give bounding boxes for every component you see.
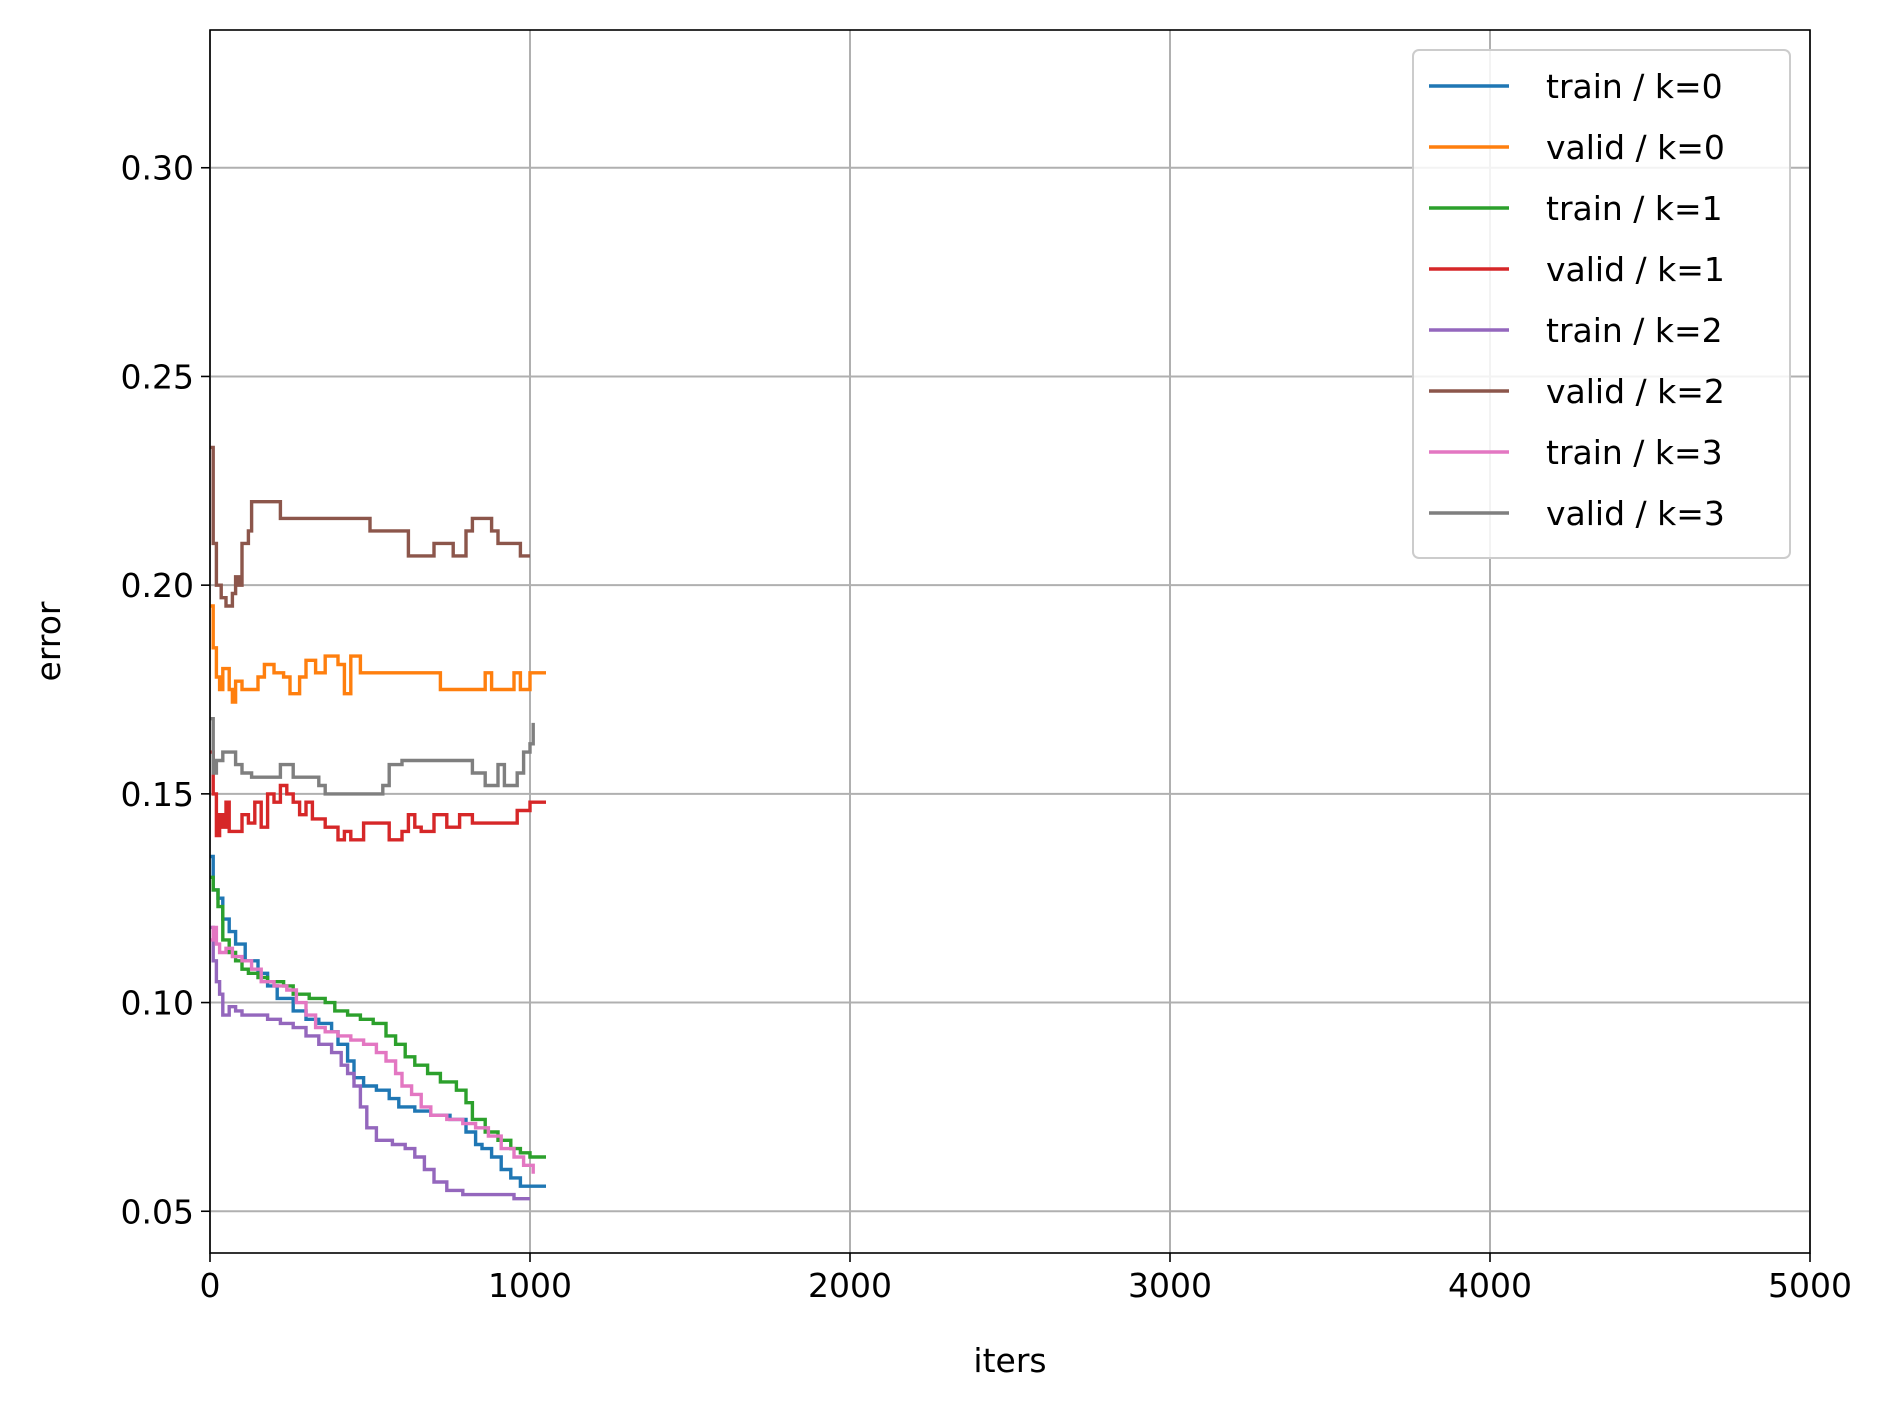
series-line-6 [210,925,535,1174]
series-line-4 [210,925,530,1201]
x-tick-label: 1000 [488,1266,572,1305]
legend-label: train / k=1 [1546,189,1723,228]
y-tick-label: 0.20 [121,566,194,605]
series-line-5 [210,445,530,608]
x-tick-label: 4000 [1448,1266,1532,1305]
legend-label: valid / k=1 [1546,250,1725,289]
axis-ticks: 0 1000 2000 3000 4000 5000 0.05 0.10 0.15 0.20 0.2… [121,149,1852,1305]
series-line-7 [210,717,535,796]
legend-label: train / k=0 [1546,67,1723,106]
legend: train / k=0 valid / k=0 train / k=1 valid /… [1412,49,1791,559]
legend-label: train / k=3 [1546,433,1723,472]
plot-frame [209,29,1811,1254]
legend-label: train / k=2 [1546,311,1723,350]
y-tick-label: 0.15 [121,775,194,814]
y-tick-label: 0.25 [121,357,194,396]
series-line-1 [210,604,546,704]
legend-label: valid / k=0 [1546,128,1725,167]
series-line-0 [210,854,546,1188]
y-axis-label: error [29,601,68,681]
y-tick-label: 0.05 [121,1192,194,1231]
legend-label: valid / k=3 [1546,494,1725,533]
x-tick-label: 5000 [1768,1266,1852,1305]
legend-box [1412,49,1791,559]
y-tick-label: 0.10 [121,984,194,1023]
x-tick-label: 2000 [808,1266,892,1305]
x-tick-label: 3000 [1128,1266,1212,1305]
y-tick-label: 0.30 [121,149,194,188]
x-tick-label: 0 [200,1266,221,1305]
legend-label: valid / k=2 [1546,372,1725,411]
series-line-3 [210,750,546,842]
x-axis-label: iters [973,1341,1046,1380]
series-line-2 [210,875,546,1159]
series-lines [210,445,546,1201]
